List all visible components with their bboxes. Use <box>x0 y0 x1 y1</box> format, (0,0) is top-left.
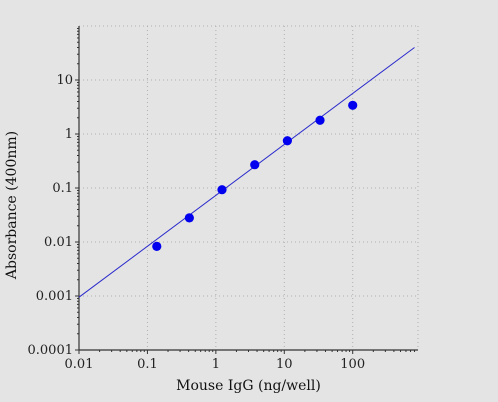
data-point <box>282 136 292 146</box>
x-tick-label: 10 <box>276 357 293 372</box>
y-tick-label: 0.1 <box>52 181 73 196</box>
x-tick-label: 0.1 <box>137 357 158 372</box>
data-point <box>315 115 325 125</box>
fit-line-group <box>78 47 415 298</box>
data-point <box>217 185 227 195</box>
data-point <box>184 213 194 223</box>
y-tick-label: 0.001 <box>36 289 73 304</box>
y-axis-title: Absorbance (400nm) <box>4 131 20 280</box>
x-axis-title: Mouse IgG (ng/well) <box>176 378 321 394</box>
x-tick-label: 1 <box>212 357 220 372</box>
y-tick-label: 10 <box>56 73 73 88</box>
grid <box>79 25 419 350</box>
y-tick-label: 1 <box>65 127 73 142</box>
y-tick-label: 0.0001 <box>28 343 74 358</box>
data-points <box>152 100 358 251</box>
data-point <box>250 160 260 170</box>
x-tick-label: 100 <box>340 357 365 372</box>
data-point <box>348 100 358 110</box>
data-point <box>152 241 162 251</box>
fit-line <box>78 47 415 298</box>
ticks: 0.01 0.1 1 10 100 0.0001 0.001 0.01 0.1 1 10 <box>28 27 415 372</box>
y-tick-label: 0.01 <box>44 235 73 250</box>
x-tick-label: 0.01 <box>65 357 94 372</box>
